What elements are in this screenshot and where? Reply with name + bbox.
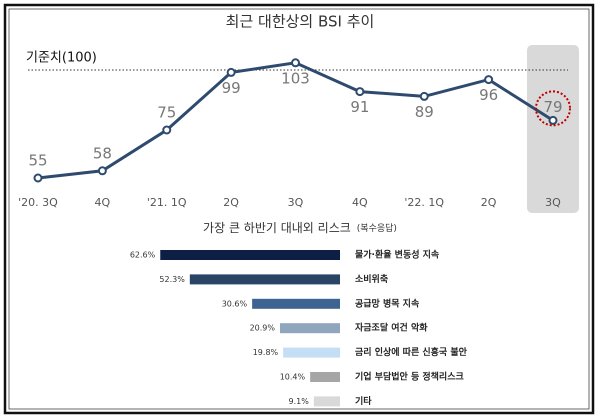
- bar: [313, 396, 340, 407]
- category-label: 물가·환율 변동성 지속: [355, 249, 439, 261]
- category-label: 기업 부담법안 등 정책리스크: [355, 371, 464, 383]
- value-label: 103: [281, 69, 310, 87]
- value-label: 89: [415, 103, 434, 121]
- point: [226, 67, 236, 77]
- x-tick-label: '20. 3Q: [18, 196, 58, 209]
- value-label: 52.3%: [159, 275, 185, 284]
- bar: [160, 250, 340, 260]
- bar: [189, 274, 340, 285]
- x-tick-label: '21. 1Q: [147, 196, 187, 209]
- x-tick-label: 4Q: [352, 196, 368, 209]
- point: [291, 58, 300, 68]
- point: [419, 91, 429, 101]
- category-label: 기타: [355, 395, 372, 407]
- subtitle: (복수응답): [357, 222, 397, 234]
- value-label: 99: [222, 79, 241, 97]
- value-label: 10.4%: [280, 373, 306, 382]
- highlight-box: [527, 45, 579, 213]
- value-label: 91: [350, 98, 369, 116]
- value-label: 79: [543, 98, 562, 116]
- title: 가장 큰 하반기 대내외 리스크: [203, 221, 351, 235]
- value-label: 62.6%: [130, 251, 156, 260]
- value-label: 30.6%: [222, 299, 248, 308]
- value-label: 20.9%: [250, 324, 276, 333]
- point: [162, 125, 172, 135]
- chart-title: 최근 대한상의 BSI 추이: [226, 13, 375, 31]
- reference-label: 기준치(100): [26, 51, 97, 66]
- x-tick-label: 2Q: [481, 196, 497, 209]
- point: [355, 87, 365, 97]
- x-tick-label: 4Q: [95, 196, 111, 209]
- point: [33, 173, 43, 183]
- bar: [283, 347, 340, 358]
- bar: [310, 372, 340, 382]
- category-label: 금리 인상에 따른 신흥국 불안: [355, 346, 468, 358]
- value-label: 55: [28, 152, 47, 170]
- category-label: 공급망 병목 지속: [355, 297, 419, 309]
- x-tick-label: 3Q: [545, 196, 561, 209]
- bar: [279, 323, 340, 334]
- bar: [252, 298, 340, 309]
- x-tick-label: 2Q: [223, 196, 239, 209]
- inner-frame: [8, 8, 590, 410]
- value-label: 58: [93, 144, 112, 162]
- value-label: 19.8%: [253, 348, 279, 357]
- x-tick-label: '22. 1Q: [404, 196, 444, 209]
- frame: [3, 3, 595, 415]
- point: [484, 75, 494, 85]
- category-label: 소비위축: [355, 273, 388, 285]
- highlight-circle: [535, 90, 571, 127]
- value-label: 75: [157, 104, 176, 122]
- point: [548, 115, 558, 125]
- value-label: 96: [479, 86, 498, 104]
- category-label: 자금조달 여건 악화: [355, 322, 428, 334]
- chart-title: 가장 큰 하반기 대내외 리스크 (복수응답): [203, 221, 397, 235]
- value-label: 9.1%: [289, 397, 310, 406]
- x-tick-label: 3Q: [288, 196, 304, 209]
- point: [97, 166, 107, 176]
